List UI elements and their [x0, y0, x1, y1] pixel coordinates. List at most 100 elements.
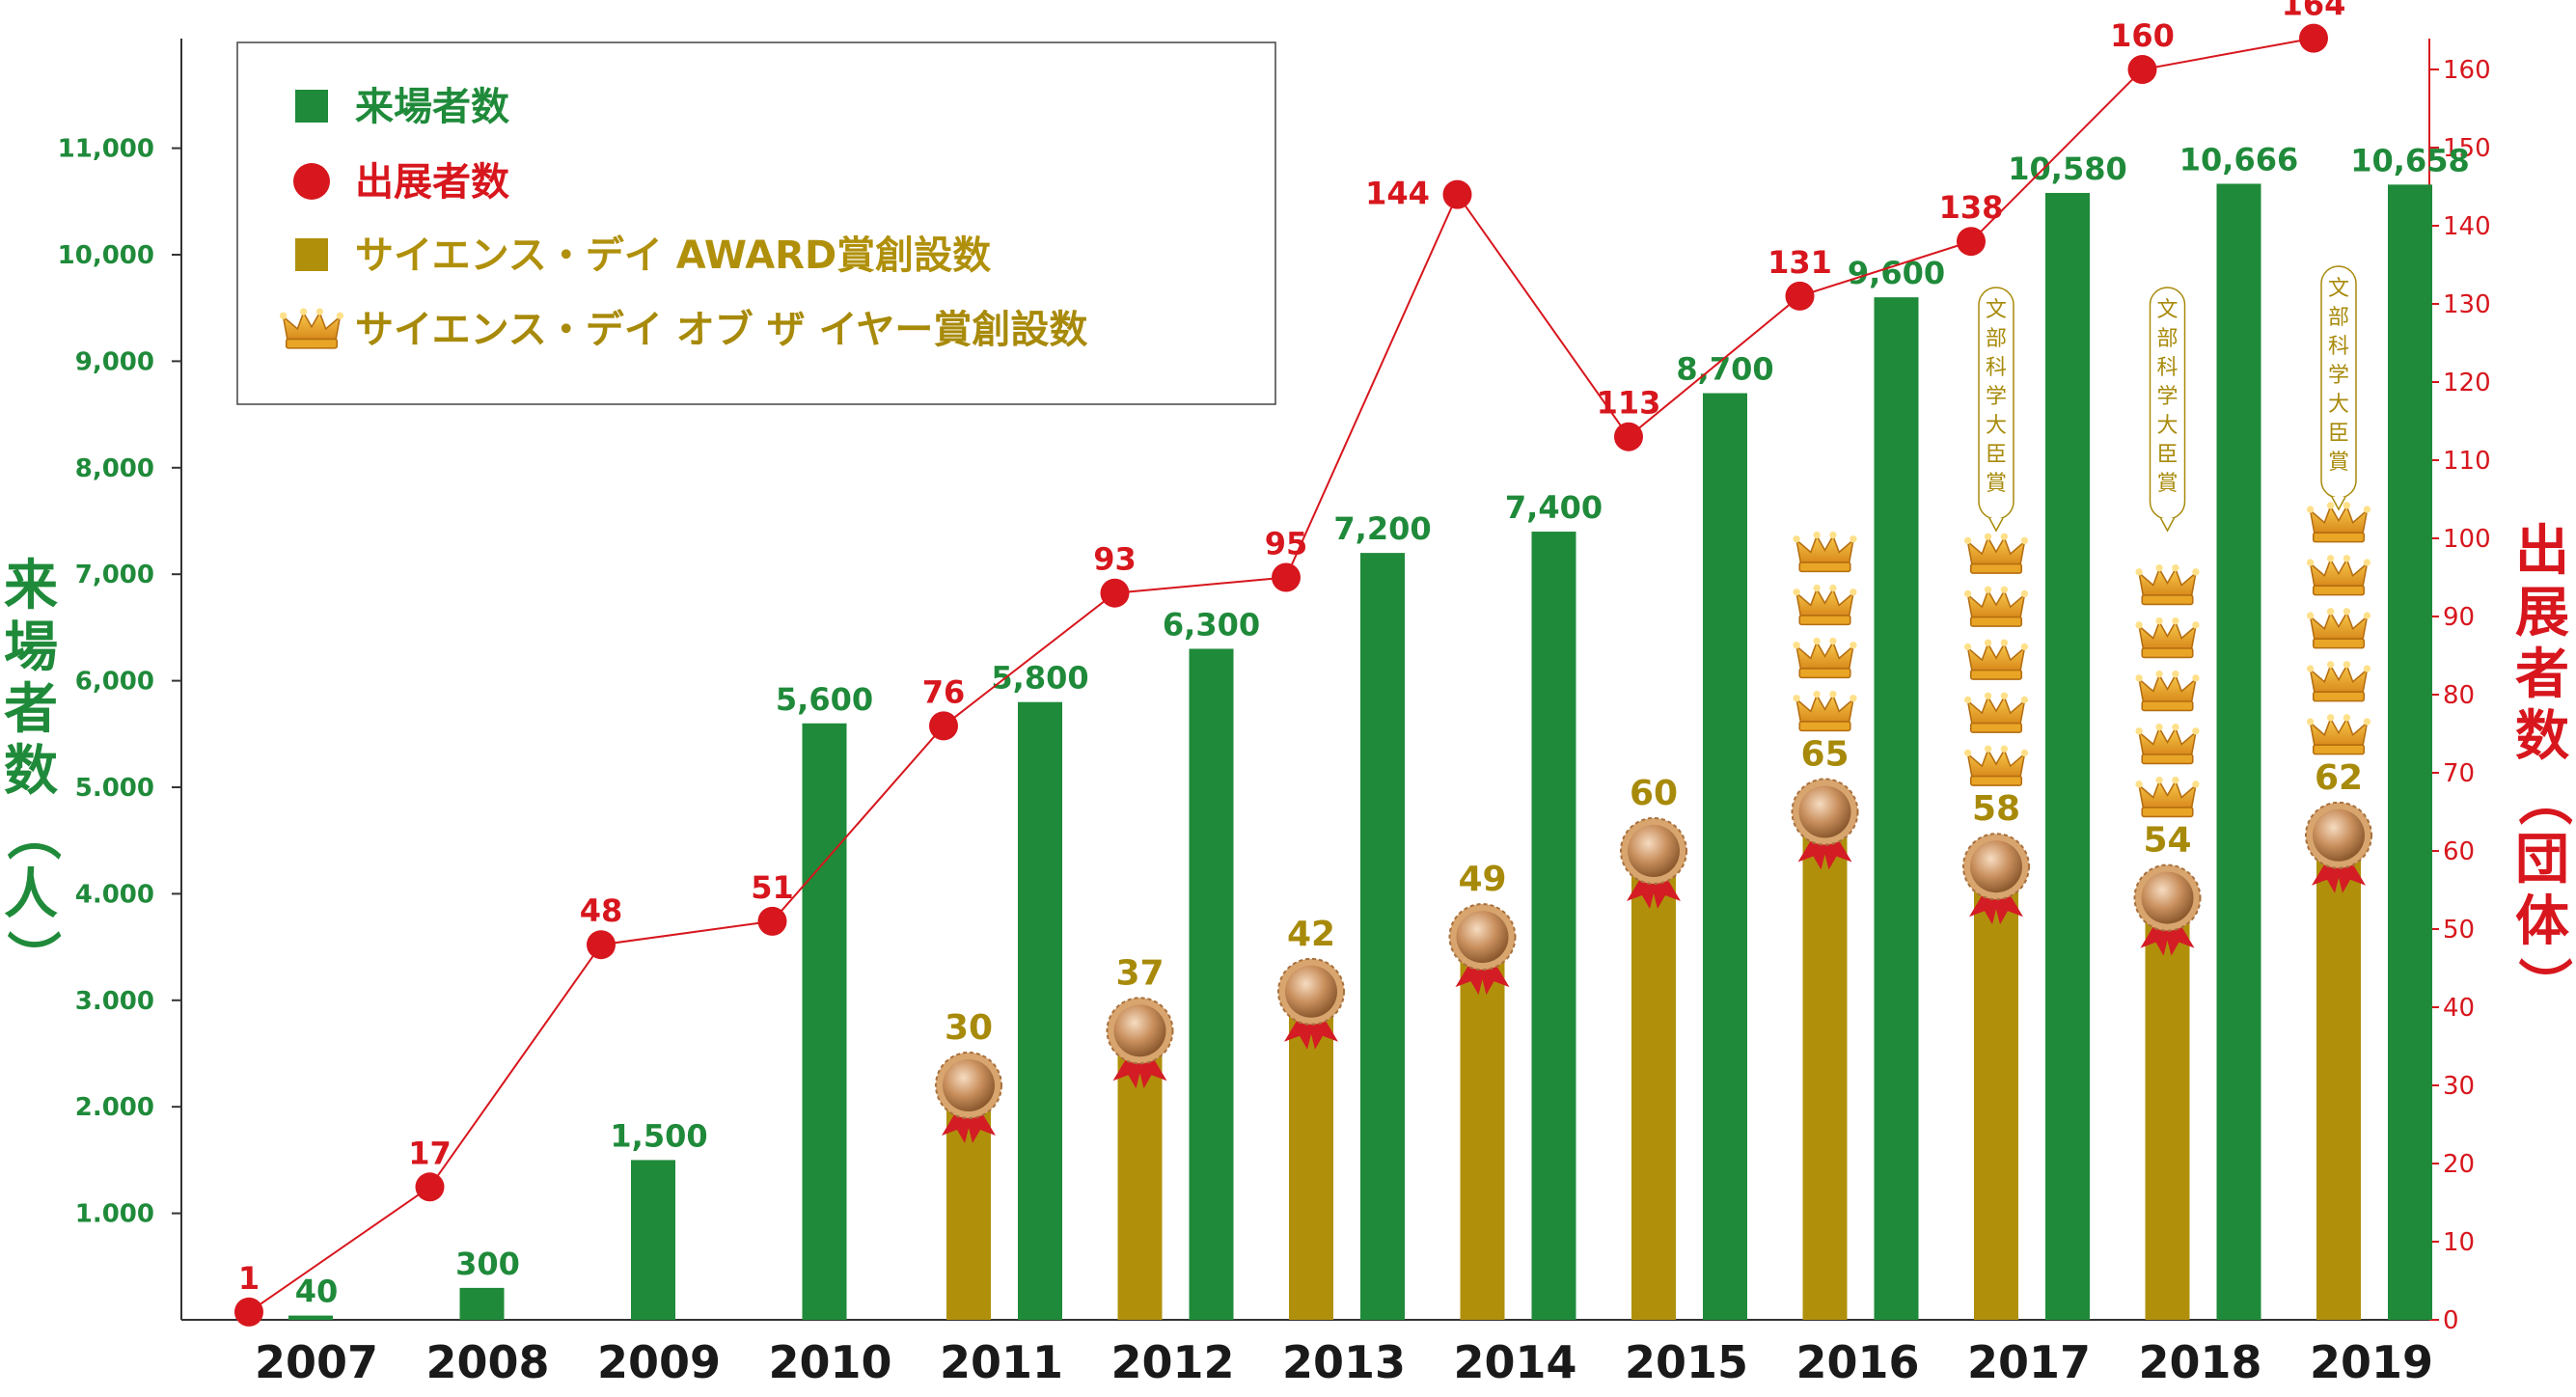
visitor-data-label: 5,800 — [991, 660, 1088, 697]
exhibitor-data-label: 1 — [238, 1260, 260, 1297]
note-callout: 文部科学大臣賞 — [2320, 265, 2357, 511]
note-text: 文部科学大臣賞 — [2156, 298, 2178, 496]
medal-icon — [1277, 957, 1345, 1050]
medal-icon — [2133, 863, 2202, 956]
note-text: 文部科学大臣賞 — [2328, 277, 2349, 475]
x-tick-label: 2007 — [255, 1336, 378, 1388]
legend-label: 出展者数 — [355, 160, 509, 205]
award-bar — [1460, 937, 1505, 1320]
right-tick-label: 100 — [2443, 525, 2491, 554]
x-tick-label: 2013 — [1282, 1336, 1406, 1388]
crown-icon — [1963, 745, 2029, 786]
x-tick-label: 2009 — [597, 1336, 721, 1388]
left-tick-label: 2.000 — [75, 1093, 154, 1122]
right-tick-label: 40 — [2443, 994, 2475, 1023]
axis-label-char: 団 — [2515, 829, 2569, 891]
medal-icon — [1962, 833, 2030, 925]
axis-label-char: （ — [2511, 772, 2574, 826]
crown-icon — [1793, 690, 1857, 732]
right-tick-label: 10 — [2443, 1228, 2475, 1257]
x-tick-label: 2016 — [1795, 1336, 1919, 1388]
visitor-bar — [1874, 297, 1919, 1320]
x-tick-label: 2012 — [1110, 1336, 1234, 1388]
exhibitor-point — [1272, 562, 1301, 592]
medal-icon — [1620, 817, 1687, 909]
right-tick-label: 30 — [2443, 1072, 2475, 1101]
crown-icon — [1793, 637, 1857, 679]
crown-icon — [1963, 586, 2029, 627]
crown-icon — [279, 308, 344, 349]
legend-swatch — [293, 163, 330, 200]
crown-icon — [2135, 723, 2200, 765]
visitor-bar — [1189, 648, 1234, 1320]
visitor-bar — [802, 723, 847, 1320]
crown-icon — [1963, 692, 2029, 733]
exhibitor-data-label: 144 — [1365, 176, 1430, 212]
visitor-data-label: 10,666 — [2179, 141, 2298, 178]
axis-label-char: 者 — [4, 678, 58, 741]
right-tick-label: 90 — [2443, 603, 2475, 632]
visitor-bar — [1531, 532, 1576, 1320]
right-tick-label: 0 — [2443, 1306, 2459, 1335]
axis-label-char: 数 — [2515, 705, 2569, 768]
x-tick-label: 2018 — [2138, 1336, 2261, 1388]
crown-icon — [2306, 661, 2371, 702]
note-text: 文部科学大臣賞 — [1986, 298, 2007, 496]
visitor-bar — [2388, 184, 2432, 1320]
exhibitor-point — [1100, 578, 1130, 608]
award-data-label: 30 — [945, 1008, 993, 1048]
award-bar — [1117, 1030, 1163, 1320]
visitor-bar — [459, 1287, 505, 1320]
exhibitor-point — [415, 1172, 445, 1202]
visitor-bar — [1018, 701, 1062, 1320]
medal-icon — [1448, 903, 1517, 996]
legend-label: サイエンス・デイ AWARD賞創設数 — [355, 233, 991, 278]
award-bar — [1974, 866, 2018, 1320]
note-callout: 文部科学大臣賞 — [2149, 287, 2186, 533]
visitor-bar — [2216, 183, 2261, 1320]
exhibitor-point — [587, 930, 616, 960]
visitor-data-label: 9,600 — [1848, 255, 1945, 291]
crown-icon — [2135, 563, 2200, 606]
exhibitor-point — [1957, 227, 1986, 257]
visitor-data-label: 7,200 — [1333, 510, 1431, 547]
award-data-label: 62 — [2315, 758, 2363, 798]
medal-icon — [2305, 801, 2372, 893]
award-data-label: 49 — [1458, 860, 1506, 899]
visitor-data-label: 1,500 — [610, 1117, 707, 1154]
exhibitor-point — [1614, 422, 1643, 452]
axis-label-char: 展 — [2515, 582, 2569, 644]
x-tick-label: 2010 — [768, 1336, 891, 1388]
axis-label-char: 人 — [4, 863, 58, 926]
right-axis-label: 出展者数（団体） — [2511, 520, 2574, 1011]
exhibitor-point — [2127, 55, 2157, 84]
right-tick-label: 60 — [2443, 837, 2475, 866]
legend-swatch — [295, 238, 328, 271]
visitor-data-label: 40 — [295, 1274, 339, 1310]
exhibitor-data-label: 93 — [1093, 541, 1137, 578]
axis-label-char: 来 — [4, 555, 58, 617]
award-data-label: 54 — [2143, 821, 2191, 861]
axis-label-char: 場 — [4, 616, 58, 679]
exhibitor-data-label: 164 — [2282, 0, 2346, 23]
visitor-data-label: 8,700 — [1676, 351, 1773, 388]
right-tick-label: 110 — [2443, 447, 2491, 476]
x-tick-label: 2017 — [1967, 1336, 2091, 1388]
right-tick-label: 160 — [2443, 56, 2491, 85]
award-bar — [1631, 851, 1676, 1320]
exhibitor-point — [757, 906, 787, 936]
award-data-label: 60 — [1630, 774, 1678, 813]
left-tick-label: 3.000 — [75, 987, 154, 1016]
crown-icon — [2306, 502, 2371, 543]
visitor-bar — [631, 1160, 675, 1320]
right-tick-label: 70 — [2443, 759, 2475, 788]
x-tick-label: 2019 — [2310, 1336, 2433, 1388]
axis-label-char: （ — [0, 807, 63, 861]
right-tick-label: 120 — [2443, 369, 2491, 397]
left-tick-label: 7,000 — [75, 561, 154, 589]
axis-label-char: 体 — [2515, 890, 2569, 953]
right-tick-label: 80 — [2443, 681, 2475, 710]
